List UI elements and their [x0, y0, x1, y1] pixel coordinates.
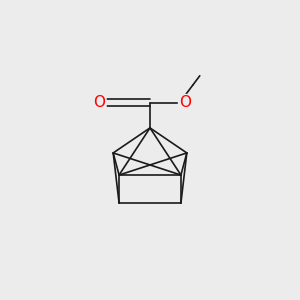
Text: O: O [93, 95, 105, 110]
Text: O: O [179, 95, 191, 110]
